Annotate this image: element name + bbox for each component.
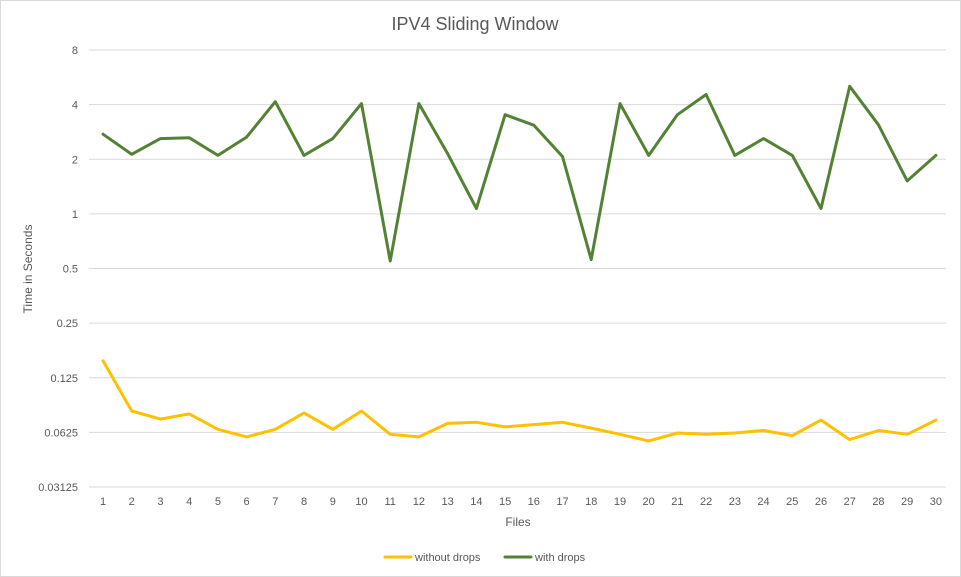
x-tick-label: 1 <box>100 496 106 508</box>
y-tick-label: 0.5 <box>63 264 78 276</box>
y-tick-label: 8 <box>72 45 78 57</box>
y-tick-label: 0.125 <box>50 373 78 385</box>
x-tick-label: 3 <box>157 496 163 508</box>
x-tick-label: 5 <box>215 496 221 508</box>
x-tick-label: 21 <box>671 496 683 508</box>
x-tick-label: 9 <box>330 496 336 508</box>
x-tick-label: 18 <box>585 496 597 508</box>
y-tick-label: 0.25 <box>57 318 78 330</box>
x-tick-label: 17 <box>556 496 568 508</box>
y-tick-label: 2 <box>72 154 78 166</box>
x-axis-ticks: 1 2 3 4 5 6 7 8 9 10 11 12 13 14 15 16 17 18 19 20 21 22 23 24 2… <box>100 496 942 508</box>
x-tick-label: 10 <box>355 496 367 508</box>
y-tick-label: 4 <box>72 100 78 112</box>
y-axis-title: Time in Seconds <box>21 225 35 314</box>
x-tick-label: 11 <box>384 496 395 508</box>
x-tick-label: 22 <box>700 496 712 508</box>
series-line-without-drops <box>101 359 938 443</box>
y-tick-label: 0.03125 <box>38 482 78 494</box>
series-lines <box>101 84 938 443</box>
x-tick-label: 14 <box>470 496 482 508</box>
x-tick-label: 7 <box>272 496 278 508</box>
x-tick-label: 6 <box>244 496 250 508</box>
y-axis-ticks: 0.03125 0.0625 0.125 0.25 0.5 1 2 4 8 <box>38 45 78 494</box>
x-tick-label: 24 <box>757 496 769 508</box>
y-tick-label: 0.0625 <box>44 427 78 439</box>
legend: without drops with drops <box>383 552 586 564</box>
legend-label: without drops <box>414 552 481 564</box>
x-tick-label: 30 <box>930 496 942 508</box>
x-tick-label: 15 <box>499 496 511 508</box>
x-tick-label: 13 <box>442 496 454 508</box>
x-tick-label: 16 <box>528 496 540 508</box>
x-tick-label: 23 <box>729 496 741 508</box>
x-tick-label: 27 <box>844 496 856 508</box>
chart-title: IPV4 Sliding Window <box>391 14 559 34</box>
y-tick-label: 1 <box>72 209 78 221</box>
x-tick-label: 4 <box>186 496 192 508</box>
series-line-with-drops <box>101 84 938 263</box>
x-tick-label: 26 <box>815 496 827 508</box>
x-axis-title: Files <box>505 515 530 529</box>
x-tick-label: 28 <box>872 496 884 508</box>
x-tick-label: 12 <box>413 496 425 508</box>
x-tick-label: 25 <box>786 496 798 508</box>
legend-label: with drops <box>534 552 586 564</box>
x-tick-label: 19 <box>614 496 626 508</box>
x-tick-label: 8 <box>301 496 307 508</box>
x-tick-label: 2 <box>129 496 135 508</box>
x-tick-label: 20 <box>643 496 655 508</box>
x-tick-label: 29 <box>901 496 913 508</box>
